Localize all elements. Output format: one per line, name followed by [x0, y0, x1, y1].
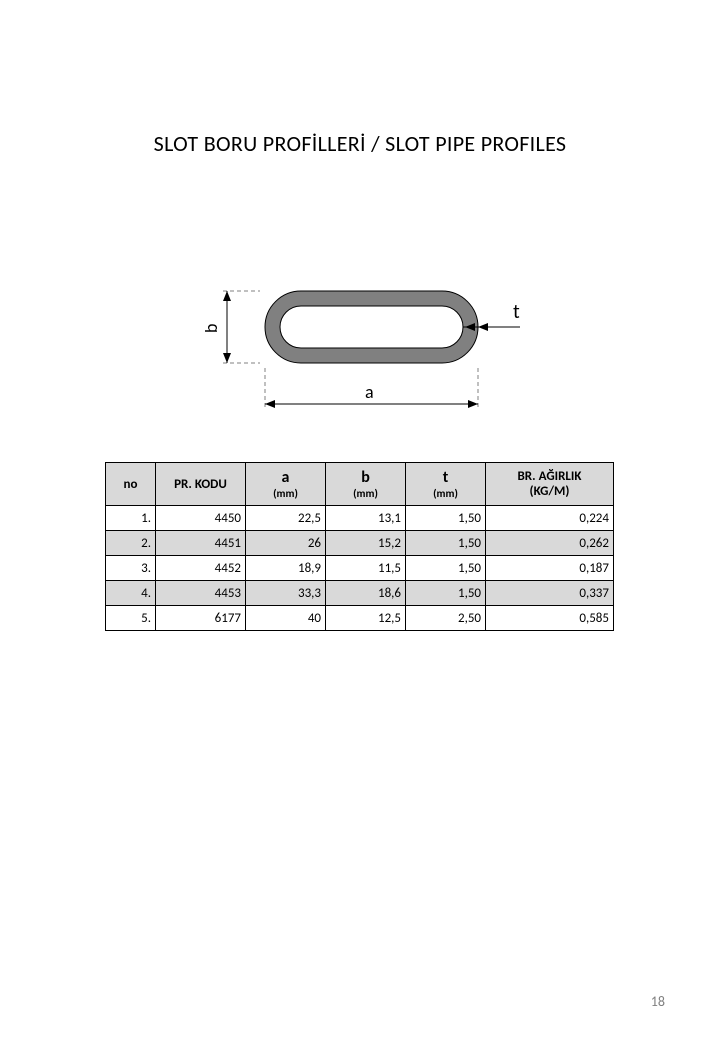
- page: SLOT BORU PROFİLLERİ / SLOT PIPE PROFILE…: [0, 0, 720, 1040]
- table-cell: 2.: [106, 531, 156, 556]
- table-cell: 1,50: [406, 581, 486, 606]
- dim-a-arrow-r: [468, 400, 478, 408]
- table-cell: 4451: [156, 531, 246, 556]
- profiles-table: no PR. KODU a (mm) b (mm) t: [105, 462, 614, 631]
- dim-t-arrow-r: [478, 323, 488, 331]
- col-header-b: b (mm): [326, 463, 406, 506]
- table-cell: 0,224: [486, 506, 614, 531]
- col-header-a: a (mm): [246, 463, 326, 506]
- dim-b-label: b: [205, 324, 222, 333]
- table-cell: 33,3: [246, 581, 326, 606]
- table-row: 5.61774012,52,500,585: [106, 606, 614, 631]
- table-cell: 6177: [156, 606, 246, 631]
- table-cell: 26: [246, 531, 326, 556]
- table-row: 3.445218,911,51,500,187: [106, 556, 614, 581]
- page-number: 18: [651, 993, 665, 1010]
- table-cell: 4.: [106, 581, 156, 606]
- table-cell: 1,50: [406, 531, 486, 556]
- col-header-no: no: [106, 463, 156, 506]
- profiles-table-wrap: no PR. KODU a (mm) b (mm) t: [105, 462, 613, 631]
- table-cell: 1,50: [406, 556, 486, 581]
- col-header-weight: BR. AĞIRLIK (KG/M): [486, 463, 614, 506]
- table-cell: 1,50: [406, 506, 486, 531]
- table-cell: 22,5: [246, 506, 326, 531]
- profile-svg: b a t: [205, 278, 525, 433]
- col-header-kodu: PR. KODU: [156, 463, 246, 506]
- table-cell: 11,5: [326, 556, 406, 581]
- table-cell: 12,5: [326, 606, 406, 631]
- table-cell: 5.: [106, 606, 156, 631]
- table-cell: 3.: [106, 556, 156, 581]
- table-cell: 4450: [156, 506, 246, 531]
- table-row: 1.445022,513,11,500,224: [106, 506, 614, 531]
- table-cell: 0,187: [486, 556, 614, 581]
- table-cell: 0,337: [486, 581, 614, 606]
- dim-t-label: t: [513, 300, 520, 324]
- page-title: SLOT BORU PROFİLLERİ / SLOT PIPE PROFILE…: [0, 130, 720, 157]
- table-cell: 15,2: [326, 531, 406, 556]
- profile-diagram: b a t: [205, 278, 525, 433]
- table-body: 1.445022,513,11,500,2242.44512615,21,500…: [106, 506, 614, 631]
- table-cell: 1.: [106, 506, 156, 531]
- dim-b-arrow-top: [223, 291, 231, 301]
- table-cell: 2,50: [406, 606, 486, 631]
- table-cell: 13,1: [326, 506, 406, 531]
- table-row: 2.44512615,21,500,262: [106, 531, 614, 556]
- table-cell: 4452: [156, 556, 246, 581]
- table-cell: 18,6: [326, 581, 406, 606]
- dim-a-arrow-l: [265, 400, 275, 408]
- table-cell: 0,262: [486, 531, 614, 556]
- dim-b-arrow-bot: [223, 353, 231, 363]
- table-header-row: no PR. KODU a (mm) b (mm) t: [106, 463, 614, 506]
- table-cell: 18,9: [246, 556, 326, 581]
- col-header-t: t (mm): [406, 463, 486, 506]
- table-cell: 0,585: [486, 606, 614, 631]
- table-cell: 40: [246, 606, 326, 631]
- table-row: 4.445333,318,61,500,337: [106, 581, 614, 606]
- table-cell: 4453: [156, 581, 246, 606]
- dim-a-label: a: [365, 381, 374, 403]
- inner-capsule: [280, 306, 463, 348]
